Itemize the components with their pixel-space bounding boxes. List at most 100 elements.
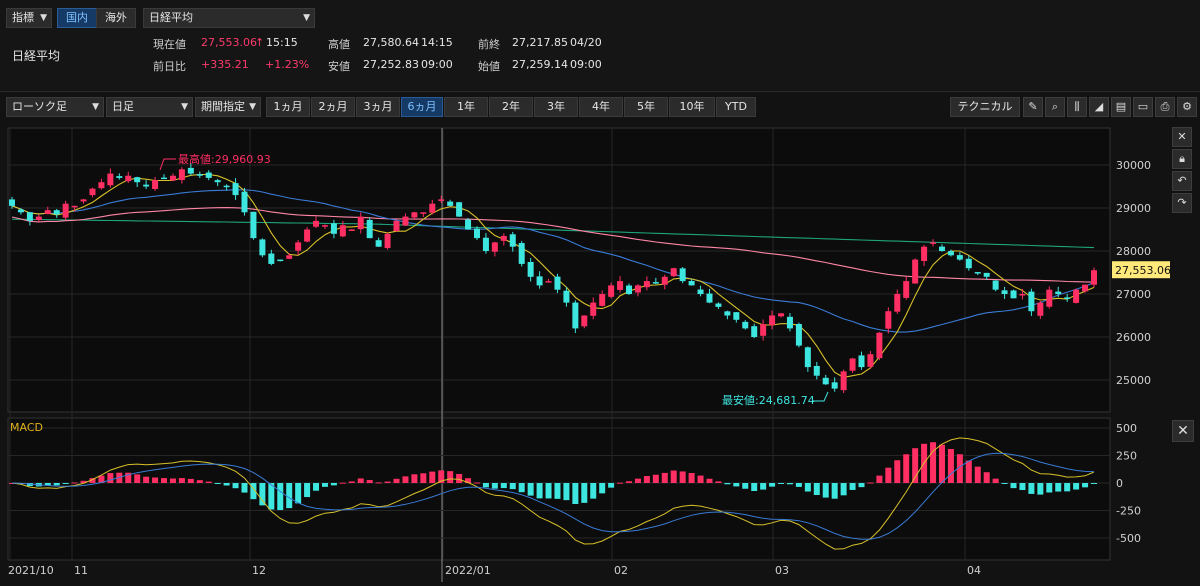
- lock-icon[interactable]: 🔒︎: [1172, 149, 1192, 169]
- macd-histogram-bar: [813, 483, 820, 496]
- zoom-icon[interactable]: ⌕: [1045, 97, 1065, 117]
- gear-icon[interactable]: ⚙: [1177, 97, 1197, 117]
- low-annotation-leader: [812, 391, 829, 402]
- macd-histogram-bar: [930, 442, 937, 483]
- tab-domestic[interactable]: 国内: [57, 8, 97, 28]
- candle-body: [876, 332, 883, 359]
- macd-histogram-bar: [572, 483, 579, 504]
- macd-histogram-bar: [366, 480, 373, 483]
- candle-body: [205, 172, 212, 178]
- folder-icon[interactable]: ▭: [1133, 97, 1153, 117]
- macd-histogram-bar: [527, 483, 534, 496]
- macd-histogram-bar: [876, 475, 883, 483]
- open-value: 27,259.14: [512, 58, 568, 71]
- document-icon[interactable]: ▤: [1111, 97, 1131, 117]
- candle-body: [742, 321, 749, 329]
- redo-icon[interactable]: ↷: [1172, 193, 1192, 213]
- technical-button[interactable]: テクニカル: [950, 97, 1020, 117]
- range-select[interactable]: 期間指定 ▼: [195, 97, 261, 117]
- macd-histogram-bar: [1001, 483, 1008, 484]
- chart-grid: [7, 127, 1111, 582]
- current-label: 現在値: [153, 38, 186, 51]
- candle-body: [313, 220, 320, 227]
- macd-histogram-bar: [849, 483, 856, 490]
- candle-body: [178, 169, 185, 181]
- macd-histogram-bar: [241, 483, 248, 493]
- candle-body: [509, 234, 516, 247]
- candle-body: [402, 216, 409, 226]
- indicator-select[interactable]: 指標 ▼: [6, 8, 52, 28]
- macd-histogram-bar: [1019, 483, 1026, 491]
- candle-body: [822, 377, 829, 385]
- candle-body: [769, 315, 776, 326]
- range-tab-0[interactable]: 1ヵ月: [266, 97, 310, 117]
- candle-body: [232, 183, 239, 196]
- chevron-down-icon: ▼: [249, 102, 256, 112]
- candle-body: [724, 311, 731, 316]
- x-tick-label: 03: [775, 564, 789, 577]
- range-tab-3[interactable]: 6ヵ月: [401, 97, 443, 117]
- high-annotation-leader: [159, 158, 176, 171]
- candle-body: [1055, 291, 1062, 294]
- candle-body: [53, 210, 60, 215]
- macd-histogram-bar: [447, 471, 454, 483]
- macd-histogram-bar: [339, 482, 346, 484]
- prev-close-date: 04/20: [570, 36, 602, 49]
- macd-histogram-bar: [178, 478, 185, 483]
- range-tab-8[interactable]: 5年: [624, 97, 668, 117]
- candle-body: [161, 177, 168, 180]
- undo-icon[interactable]: ↶: [1172, 171, 1192, 191]
- range-tab-4[interactable]: 1年: [444, 97, 488, 117]
- macd-histogram-bar: [867, 482, 874, 484]
- range-tab-1[interactable]: 2ヵ月: [311, 97, 355, 117]
- range-tab-7[interactable]: 4年: [579, 97, 623, 117]
- candle-body: [974, 272, 981, 274]
- index-select[interactable]: 日経平均 ▼: [143, 8, 315, 28]
- macd-histogram-bar: [760, 483, 767, 490]
- candle-body: [778, 313, 785, 317]
- candle-body: [930, 242, 937, 244]
- ma-line-longest: [11, 218, 1095, 249]
- macd-y-tick-label: 500: [1116, 422, 1137, 435]
- range-tab-9[interactable]: 10年: [669, 97, 715, 117]
- macd-histogram-bar: [53, 483, 60, 486]
- x-tick-label: 04: [967, 564, 981, 577]
- candle-body: [196, 174, 203, 176]
- candle-body: [697, 289, 704, 294]
- print-icon[interactable]: ⎙: [1155, 97, 1175, 117]
- area-chart-icon[interactable]: ◢: [1089, 97, 1109, 117]
- candle-body: [626, 285, 633, 294]
- close-macd-icon[interactable]: ✕: [1172, 420, 1194, 442]
- chart-type-select[interactable]: ローソク足 ▼: [6, 97, 104, 117]
- y-tick-label: 25000: [1116, 374, 1151, 387]
- last-price-label: 27,553.06: [1115, 264, 1171, 277]
- macd-histogram-bar: [196, 480, 203, 483]
- period-unit-select[interactable]: 日足 ▼: [106, 97, 193, 117]
- candle-body: [599, 294, 606, 306]
- pencil-icon[interactable]: ✎: [1023, 97, 1043, 117]
- open-time: 09:00: [570, 58, 602, 71]
- candle-body: [482, 237, 489, 251]
- low-annotation: 最安値:24,681.74: [722, 393, 815, 407]
- macd-y-tick-label: -500: [1116, 532, 1141, 545]
- candle-body: [956, 255, 963, 260]
- macd-panel: MACD: [9, 421, 1097, 550]
- price-panel-bg: [7, 127, 1111, 413]
- tab-overseas[interactable]: 海外: [96, 8, 136, 28]
- candle-icon[interactable]: ⫼: [1067, 97, 1087, 117]
- macd-histogram-bar: [89, 478, 96, 483]
- range-tab-5[interactable]: 2年: [489, 97, 533, 117]
- candle-body: [670, 268, 677, 277]
- macd-histogram-bar: [652, 474, 659, 483]
- macd-histogram-bar: [71, 482, 78, 484]
- range-tab-6[interactable]: 3年: [534, 97, 578, 117]
- macd-histogram-bar: [974, 466, 981, 483]
- range-tab-2[interactable]: 3ヵ月: [356, 97, 400, 117]
- range-tab-10[interactable]: YTD: [716, 97, 756, 117]
- index-name: 日経平均: [12, 49, 61, 63]
- last-price-tag: [1112, 261, 1170, 279]
- candle-body: [661, 276, 668, 285]
- close-icon[interactable]: ✕: [1172, 127, 1192, 147]
- candle-body: [447, 201, 454, 206]
